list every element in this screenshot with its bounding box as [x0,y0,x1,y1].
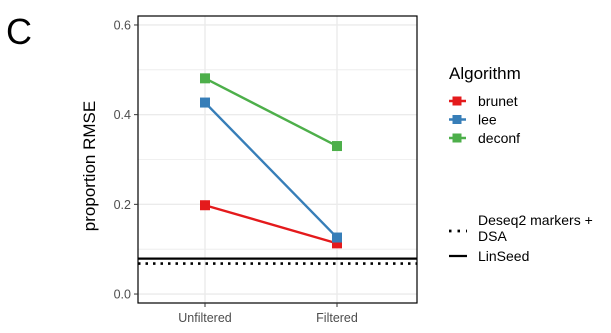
legend-key-point [452,96,462,106]
legend-label: DSA [478,228,507,244]
legend-items: brunet lee deconf [449,93,520,146]
legend-item-deconf: deconf [449,130,520,146]
legend-item-brunet: brunet [449,93,518,109]
grid [138,16,417,303]
legend-key-point [452,115,462,124]
series-deconf [200,73,342,152]
legend-item-lee: lee [449,112,497,128]
deconf-point [332,141,342,152]
y-tick-label: 0.6 [114,18,131,32]
x-tick-label: Filtered [316,311,358,325]
brunet-point [332,238,342,249]
legend: Algorithm brunet lee deconf Deseq2 markers… [449,64,593,264]
lee-line [204,101,338,239]
brunet-point [200,200,210,211]
legend-label: LinSeed [478,248,529,264]
x-axis: Unfiltered Filtered [178,303,358,325]
legend-label: deconf [478,130,520,146]
deconf-line [204,77,338,148]
legend-label: Deseq2 markers + [478,212,593,228]
legend-label: lee [478,112,497,128]
legend-item-deseq2: Deseq2 markers +DSA [449,212,593,244]
legend-key-point [452,133,462,143]
series-lee [200,97,342,243]
y-tick-label: 0.4 [114,108,131,122]
series-brunet [200,200,342,249]
legend-reference-items: Deseq2 markers +DSA LinSeed [449,212,593,264]
legend-item-linseed: LinSeed [449,248,529,264]
legend-title: Algorithm [449,64,521,83]
lee-point [332,232,342,243]
y-axis-title: proportion RMSE [80,101,99,231]
reference-lines [138,257,417,265]
y-tick-label: 0.0 [114,288,131,302]
deconf-point [200,73,210,84]
panel-letter: C [6,11,32,52]
series-group [200,73,342,249]
lee-point [200,97,210,108]
y-axis: 0.0 0.2 0.4 0.6 [114,18,138,302]
y-tick-label: 0.2 [114,198,131,212]
plot-border [137,15,418,304]
legend-label: brunet [478,93,518,109]
brunet-line [204,204,338,245]
x-tick-label: Unfiltered [178,311,232,325]
